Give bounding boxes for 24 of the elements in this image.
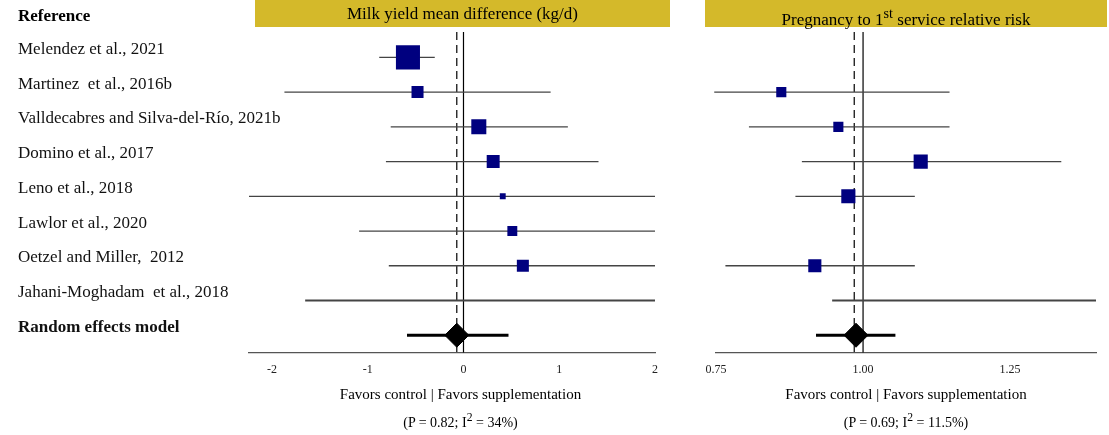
y-tick-label: Oetzel and Miller, 2012 — [18, 247, 184, 267]
x-tick-label: -2 — [266, 361, 277, 376]
y-tick-label: Valldecabres and Silva-del-Río, 2021b — [18, 108, 281, 128]
y-tick-label: Jahani-Moghadam et al., 2018 — [18, 281, 229, 301]
y-tick-label: Martinez et al., 2016b — [18, 73, 172, 93]
y-tick-label: Leno et al., 2018 — [18, 177, 133, 197]
x-axis-title: Favors control | Favors supplementation — [784, 386, 1028, 403]
y-tick-label: Domino et al., 2017 — [18, 143, 155, 163]
y-axis-title: Reference — [18, 6, 91, 26]
x-tick-label: 1.25 — [999, 361, 1021, 376]
x-tick-label: 2 — [652, 361, 658, 376]
y-tick-label: Lawlor et al., 2020 — [18, 212, 147, 232]
x-axis-title: Favors control | Favors supplementation — [338, 386, 583, 403]
x-tick-label: 0.75 — [705, 361, 727, 376]
y-tick-label: Random effects model — [18, 316, 180, 336]
text: (P = 0.82; I$^{2}$ = 34%) — [402, 411, 519, 431]
x-tick-label: 1.00 — [852, 361, 874, 376]
x-tick-label: 1 — [556, 361, 563, 376]
x-tick-label: 0 — [460, 361, 467, 376]
x-tick-label: -1 — [362, 361, 373, 376]
header-banner: Pregnancy to 1$^{st}$ service relative risk — [705, 0, 1107, 27]
header-banner: Milk yield mean difference (kg/d) — [255, 0, 670, 27]
text: (P = 0.69; I$^{2}$ = 11.5%) — [842, 411, 970, 431]
y-tick-label: Melendez et al., 2021 — [18, 38, 165, 58]
